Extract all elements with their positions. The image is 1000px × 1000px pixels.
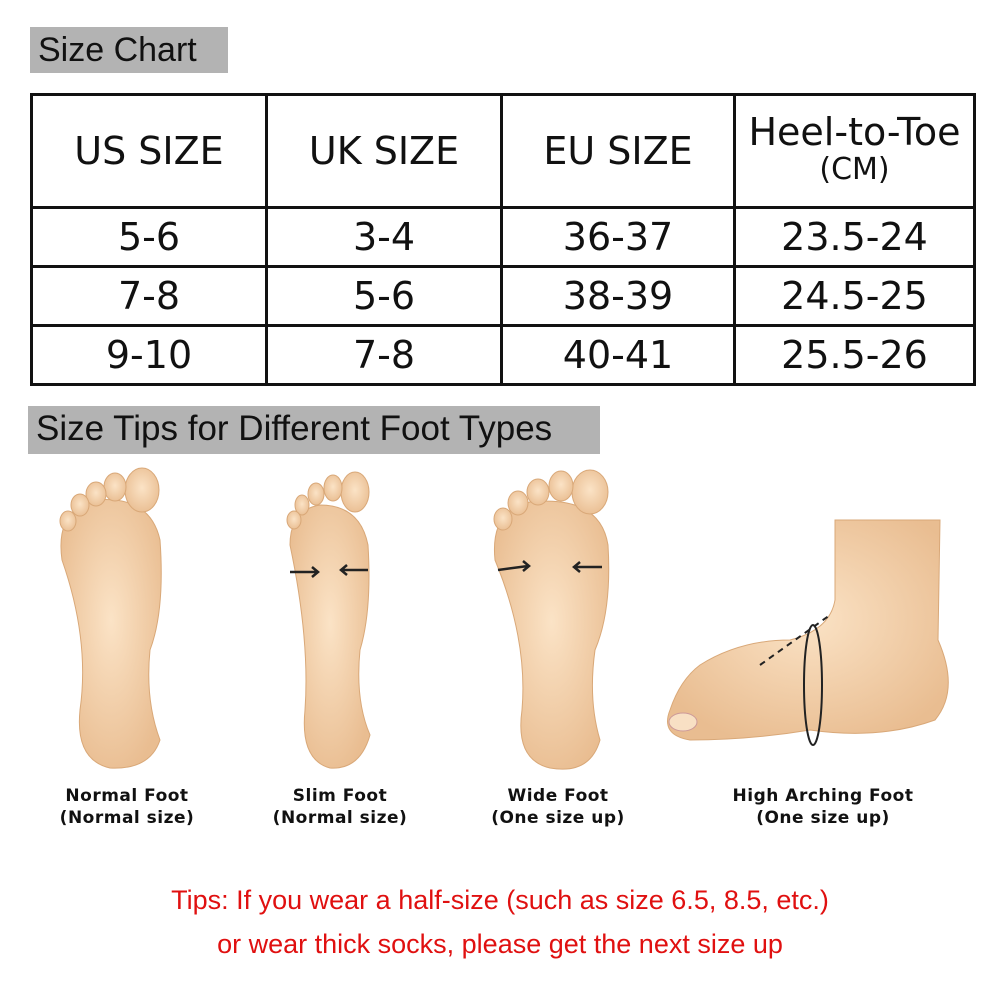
slim-foot-label: Slim Foot (Normal size) [273, 785, 408, 829]
foot-advice: (One size up) [756, 808, 890, 828]
foot-name: Slim Foot [292, 786, 388, 806]
high-arching-foot-label: High Arching Foot (One size up) [733, 785, 914, 829]
normal-foot-icon [59, 467, 162, 769]
cell: 5-6 [30, 206, 268, 268]
cell: 7-8 [30, 265, 268, 327]
foot-name: Wide Foot [507, 786, 609, 806]
wide-foot-label: Wide Foot (One size up) [491, 785, 625, 829]
cell: 7-8 [265, 324, 503, 386]
normal-foot-label: Normal Foot (Normal size) [60, 785, 195, 829]
cell: 25.5-26 [733, 324, 976, 386]
foot-illustrations [59, 467, 949, 770]
slim-foot-icon [286, 471, 371, 769]
header-us: US SIZE [30, 93, 268, 209]
cell: 40-41 [500, 324, 736, 386]
table-row: 7-8 5-6 38-39 24.5-25 [30, 265, 976, 327]
header-unit: (CM) [819, 152, 890, 187]
foot-name: High Arching Foot [732, 786, 914, 806]
tip-line-1: Tips: If you wear a half-size (such as s… [171, 885, 829, 915]
wide-foot-icon [493, 469, 610, 770]
table-row: 9-10 7-8 40-41 25.5-26 [30, 324, 976, 386]
foot-name: Normal Foot [65, 786, 189, 806]
cell: 5-6 [265, 265, 503, 327]
table-row: 5-6 3-4 36-37 23.5-24 [30, 206, 976, 268]
size-table: US SIZE UK SIZE EU SIZE Heel-to-Toe (CM) … [30, 93, 976, 386]
size-chart-title: Size Chart [30, 27, 228, 73]
foot-tips-title: Size Tips for Different Foot Types [28, 406, 600, 454]
foot-advice: (Normal size) [59, 808, 195, 828]
cell: 24.5-25 [733, 265, 976, 327]
header-heel-to-toe: Heel-to-Toe (CM) [733, 93, 976, 209]
header-heel-label: Heel-to-Toe [748, 110, 961, 154]
foot-advice: (One size up) [491, 808, 625, 828]
cell: 9-10 [30, 324, 268, 386]
cell: 36-37 [500, 206, 736, 268]
high-arching-foot-icon [667, 519, 949, 746]
cell: 3-4 [265, 206, 503, 268]
header-eu: EU SIZE [500, 93, 736, 209]
cell: 23.5-24 [733, 206, 976, 268]
header-uk: UK SIZE [265, 93, 503, 209]
tip-line-2: or wear thick socks, please get the next… [217, 929, 783, 959]
table-header-row: US SIZE UK SIZE EU SIZE Heel-to-Toe (CM) [30, 93, 976, 209]
cell: 38-39 [500, 265, 736, 327]
foot-advice: (Normal size) [272, 808, 408, 828]
